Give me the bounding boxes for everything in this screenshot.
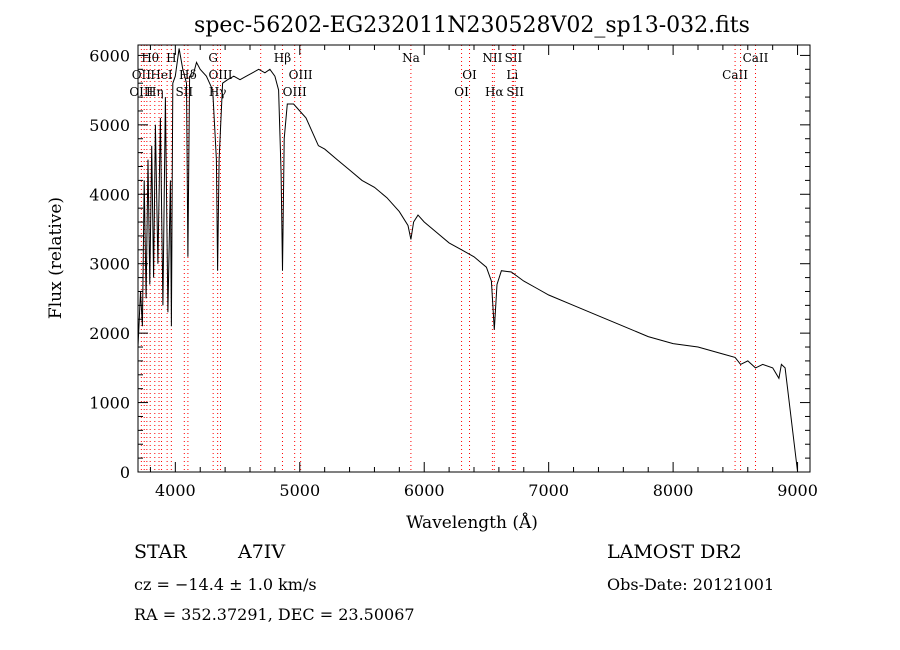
marker-label: SII [175, 85, 193, 99]
marker-label: OIII [129, 85, 153, 99]
x-tick-label: 7000 [528, 481, 569, 500]
spectrum-line [137, 48, 799, 473]
y-tick-label: 2000 [89, 324, 130, 343]
marker-label: SII [506, 85, 524, 99]
marker-label: H [166, 51, 176, 65]
x-tick-label: 8000 [653, 481, 694, 500]
y-axis-label: Flux (relative) [46, 197, 66, 319]
marker-label: SII [505, 51, 523, 65]
info-block: STAR A7IV LAMOST DR2 cz = −14.4 ± 1.0 km… [134, 541, 774, 624]
y-tick-label: 5000 [89, 116, 130, 135]
y-tick-label: 6000 [89, 46, 130, 65]
marker-label: Hβ [274, 51, 291, 65]
marker-label: NII [482, 51, 502, 65]
marker-label: OI [462, 68, 477, 82]
x-tick-label: 4000 [155, 481, 196, 500]
marker-label: CaII [743, 51, 769, 65]
y-tick-label: 3000 [89, 255, 130, 274]
coordinates: RA = 352.37291, DEC = 23.50067 [134, 605, 415, 624]
plot-frame [137, 44, 811, 473]
marker-label: G [208, 51, 218, 65]
obs-date: Obs-Date: 20121001 [607, 575, 774, 594]
marker-label: OI [454, 85, 469, 99]
x-tick-label: 6000 [404, 481, 445, 500]
marker-label: HeI [150, 68, 173, 82]
axis-ticks: 4000 5000 6000 7000 8000 9000 0 1000 2000 3000 400… [89, 45, 818, 500]
marker-label: OIII [283, 85, 307, 99]
x-axis-label: Wavelength (Å) [406, 512, 538, 533]
marker-label: OIII [208, 68, 232, 82]
x-tick-label: 5000 [279, 481, 320, 500]
redshift-value: cz = −14.4 ± 1.0 km/s [134, 575, 317, 594]
marker-label: OIII [289, 68, 313, 82]
marker-label: Li [506, 68, 518, 82]
survey-name: LAMOST DR2 [607, 541, 742, 563]
marker-label: CaII [722, 68, 748, 82]
marker-label: OII [132, 68, 152, 82]
marker-label: Hη [146, 85, 164, 99]
object-type: STAR [134, 541, 187, 563]
y-tick-label: 1000 [89, 394, 130, 413]
y-tick-label: 4000 [89, 185, 130, 204]
x-tick-label: 9000 [777, 481, 818, 500]
marker-label: Hα [485, 85, 504, 99]
marker-label: Na [402, 51, 420, 65]
y-tick-label: 0 [120, 463, 130, 482]
subclass: A7IV [237, 541, 285, 563]
chart-title: spec-56202-EG232011N230528V02_sp13-032.f… [194, 13, 750, 38]
